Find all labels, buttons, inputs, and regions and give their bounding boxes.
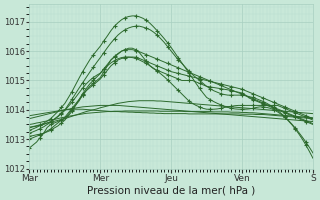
- X-axis label: Pression niveau de la mer( hPa ): Pression niveau de la mer( hPa ): [87, 186, 255, 196]
